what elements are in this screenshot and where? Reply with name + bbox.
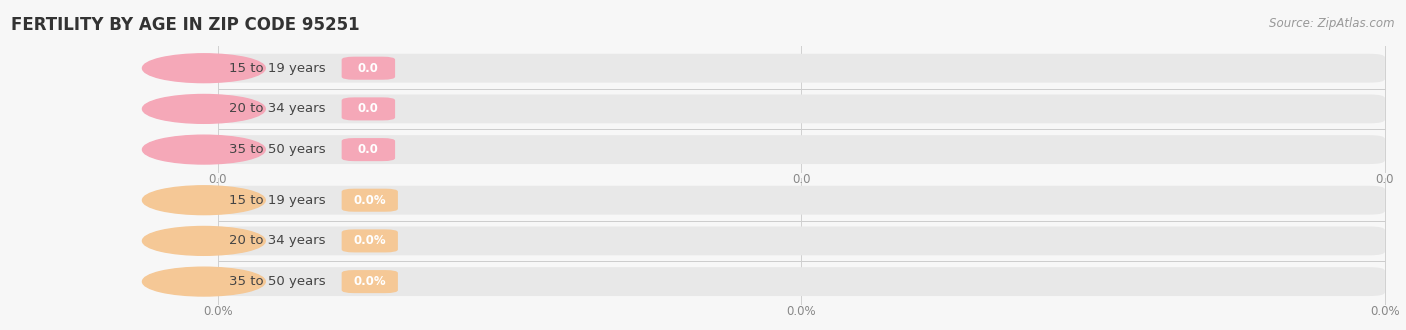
Circle shape [142, 135, 266, 164]
FancyBboxPatch shape [342, 97, 395, 120]
Text: Source: ZipAtlas.com: Source: ZipAtlas.com [1270, 16, 1395, 29]
Text: 0.0%: 0.0% [353, 234, 387, 248]
Text: 20 to 34 years: 20 to 34 years [229, 234, 326, 248]
FancyBboxPatch shape [342, 229, 398, 252]
FancyBboxPatch shape [342, 189, 398, 212]
FancyBboxPatch shape [218, 186, 1385, 215]
FancyBboxPatch shape [342, 270, 398, 293]
Text: 0.0: 0.0 [359, 143, 378, 156]
FancyBboxPatch shape [218, 135, 1385, 164]
Circle shape [142, 94, 266, 123]
Circle shape [142, 226, 266, 255]
Text: 0.0: 0.0 [1375, 173, 1395, 186]
Text: 15 to 19 years: 15 to 19 years [229, 194, 326, 207]
Circle shape [142, 186, 266, 215]
Text: FERTILITY BY AGE IN ZIP CODE 95251: FERTILITY BY AGE IN ZIP CODE 95251 [11, 16, 360, 35]
Text: 0.0%: 0.0% [353, 275, 387, 288]
FancyBboxPatch shape [342, 57, 395, 80]
Text: 0.0%: 0.0% [202, 305, 233, 318]
FancyBboxPatch shape [342, 138, 395, 161]
Text: 20 to 34 years: 20 to 34 years [229, 102, 326, 115]
Text: 0.0%: 0.0% [786, 305, 817, 318]
FancyBboxPatch shape [218, 226, 1385, 255]
Circle shape [142, 267, 266, 296]
Text: 0.0%: 0.0% [1369, 305, 1400, 318]
Text: 0.0: 0.0 [208, 173, 228, 186]
FancyBboxPatch shape [218, 94, 1385, 123]
Text: 15 to 19 years: 15 to 19 years [229, 62, 326, 75]
FancyBboxPatch shape [218, 267, 1385, 296]
Text: 35 to 50 years: 35 to 50 years [229, 143, 326, 156]
Text: 0.0: 0.0 [359, 62, 378, 75]
Text: 0.0: 0.0 [359, 102, 378, 115]
Text: 0.0%: 0.0% [353, 194, 387, 207]
FancyBboxPatch shape [218, 54, 1385, 82]
Text: 35 to 50 years: 35 to 50 years [229, 275, 326, 288]
Circle shape [142, 54, 266, 82]
Text: 0.0: 0.0 [792, 173, 811, 186]
